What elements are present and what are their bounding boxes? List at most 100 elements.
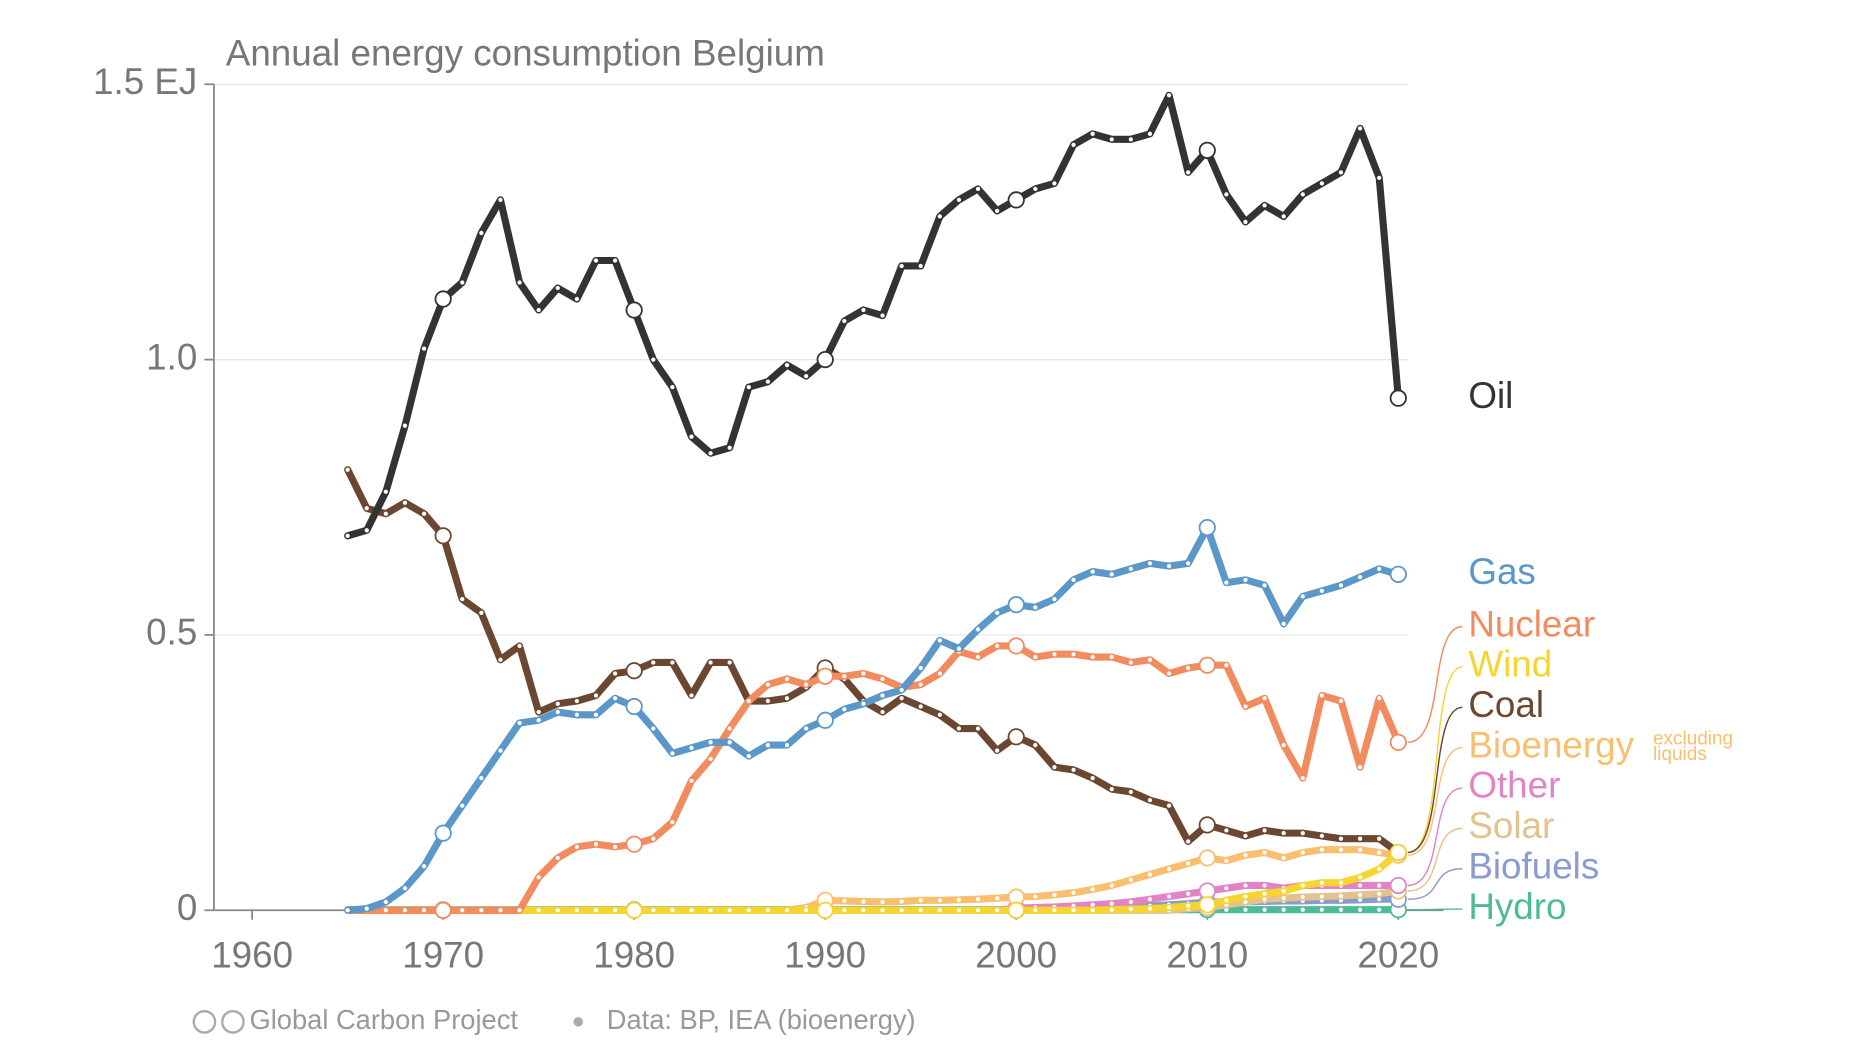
- point: [1319, 880, 1325, 885]
- point: [1319, 181, 1325, 186]
- point: [937, 712, 942, 717]
- point: [1147, 797, 1153, 803]
- point: [842, 898, 847, 904]
- decade-point: [1007, 596, 1025, 614]
- point: [593, 842, 599, 847]
- point: [1300, 831, 1305, 836]
- point: [555, 855, 560, 861]
- point: [1281, 831, 1286, 836]
- point: [593, 693, 599, 698]
- point: [1357, 892, 1363, 897]
- point: [1186, 170, 1191, 175]
- point: [880, 676, 885, 682]
- point: [1243, 883, 1248, 888]
- decade-point: [1007, 191, 1025, 209]
- point: [670, 908, 675, 913]
- point: [708, 908, 713, 913]
- point: [1319, 907, 1325, 912]
- decade-point: [1007, 728, 1025, 746]
- point: [1071, 767, 1076, 772]
- point: [1224, 907, 1229, 912]
- point: [861, 908, 866, 913]
- point: [555, 701, 560, 706]
- point: [517, 280, 522, 285]
- decade-point: [1389, 389, 1407, 407]
- legend-label: Biofuels: [1468, 845, 1599, 886]
- point: [765, 742, 771, 748]
- point: [880, 899, 885, 905]
- point: [1186, 665, 1191, 671]
- point: [994, 208, 1000, 214]
- point: [765, 379, 771, 384]
- point: [765, 698, 771, 704]
- point: [1224, 828, 1229, 833]
- point: [1377, 907, 1382, 912]
- point: [1319, 693, 1325, 698]
- point: [345, 908, 350, 913]
- point: [1166, 866, 1172, 872]
- label-connector: [1407, 746, 1463, 856]
- decade-point: [1389, 876, 1407, 895]
- point: [918, 704, 923, 709]
- point: [402, 500, 408, 505]
- point: [803, 373, 809, 379]
- point: [1338, 170, 1344, 175]
- series: [344, 91, 1407, 540]
- x-tick-label: 2000: [975, 934, 1057, 975]
- line: [344, 466, 1402, 857]
- point: [994, 908, 1000, 913]
- legend-label: Coal: [1468, 684, 1544, 725]
- point: [612, 258, 618, 263]
- point: [765, 682, 771, 687]
- decade-point: [434, 901, 452, 919]
- point: [1377, 696, 1382, 701]
- decade-point: [1389, 565, 1407, 583]
- point: [975, 186, 981, 192]
- point: [880, 693, 885, 698]
- point: [1300, 883, 1305, 888]
- legend-label: Nuclear: [1468, 603, 1595, 644]
- decade-point: [1198, 896, 1216, 914]
- point: [842, 707, 847, 712]
- decade-point: [816, 901, 834, 919]
- point: [1377, 836, 1382, 841]
- point: [1243, 577, 1248, 583]
- legend-label: Solar: [1468, 805, 1554, 846]
- point: [1186, 839, 1191, 844]
- point: [1090, 654, 1095, 660]
- point: [956, 897, 962, 902]
- point: [517, 643, 522, 649]
- point: [1128, 566, 1133, 571]
- cc-icons: [192, 1009, 584, 1034]
- point: [899, 263, 904, 269]
- point: [1147, 657, 1153, 662]
- point: [1033, 742, 1038, 748]
- point: [956, 197, 962, 203]
- point: [651, 726, 656, 731]
- point: [1377, 883, 1382, 888]
- point: [421, 346, 427, 351]
- y-tick-label: 1.0: [146, 336, 197, 377]
- point: [727, 740, 732, 745]
- point: [517, 720, 522, 726]
- point: [784, 676, 790, 682]
- point: [1147, 906, 1153, 911]
- point: [842, 674, 847, 679]
- point: [670, 384, 675, 390]
- point: [727, 445, 732, 450]
- point: [593, 908, 599, 913]
- point: [746, 698, 751, 704]
- point: [1262, 850, 1267, 855]
- point: [1338, 847, 1344, 852]
- point: [994, 610, 1000, 616]
- point: [498, 197, 503, 203]
- decade-point: [434, 527, 452, 545]
- point: [918, 665, 923, 671]
- point: [918, 682, 923, 687]
- legend-label: Hydro: [1468, 886, 1566, 927]
- decade-point: [625, 662, 643, 680]
- label-connector: [1407, 625, 1463, 744]
- point: [1281, 907, 1286, 912]
- point: [975, 627, 981, 632]
- point: [1300, 894, 1305, 900]
